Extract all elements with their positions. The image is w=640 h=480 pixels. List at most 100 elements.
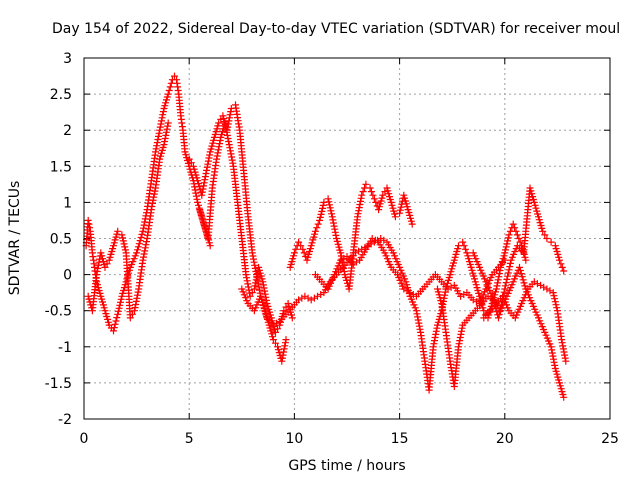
data-point-interp — [119, 234, 127, 242]
data-point — [114, 310, 122, 318]
y-tick-label: 0.5 — [50, 232, 72, 248]
data-point-interp — [504, 272, 512, 280]
data-point-interp — [504, 234, 512, 242]
x-axis-label: GPS time / hours — [288, 458, 405, 474]
data-point — [558, 336, 566, 344]
data-point-interp — [326, 201, 333, 209]
data-point-interp — [258, 295, 266, 303]
data-point — [408, 220, 416, 228]
data-point — [495, 314, 502, 322]
data-point — [324, 195, 332, 203]
data-point-interp — [502, 246, 509, 254]
data-point — [562, 357, 570, 365]
data-point — [171, 72, 178, 80]
data-point-interp — [103, 260, 111, 268]
data-point — [164, 90, 172, 98]
data-point-interp — [520, 279, 528, 287]
data-point-interp — [519, 276, 527, 284]
plot-frame — [83, 57, 611, 420]
data-point-interp — [380, 236, 388, 244]
data-point-interp — [521, 282, 529, 290]
data-points — [82, 72, 570, 401]
data-point-interp — [112, 317, 120, 325]
data-point-interp — [368, 188, 375, 196]
data-point — [539, 227, 547, 235]
data-point-interp — [359, 188, 367, 196]
data-point-interp — [136, 237, 144, 245]
data-point-interp — [113, 314, 121, 322]
data-point — [288, 314, 296, 322]
data-point — [556, 256, 563, 264]
data-point — [269, 336, 277, 344]
data-point-interp — [327, 207, 335, 215]
data-point — [164, 119, 172, 127]
data-point-interp — [85, 220, 93, 228]
data-point — [480, 307, 488, 315]
x-tick-label: 25 — [601, 431, 619, 447]
data-point-interp — [259, 298, 266, 306]
data-point — [522, 256, 530, 264]
data-point — [311, 227, 319, 235]
data-point — [513, 231, 521, 239]
data-point-interp — [297, 242, 305, 250]
data-point — [316, 216, 324, 224]
data-point — [379, 191, 387, 199]
data-point-interp — [328, 210, 336, 218]
data-point-interp — [502, 243, 510, 251]
data-point — [206, 242, 214, 250]
x-tick-label: 15 — [391, 431, 409, 447]
chart-title: Day 154 of 2022, Sidereal Day-to-day VTE… — [52, 21, 620, 37]
data-point-interp — [304, 294, 312, 302]
data-point — [280, 307, 288, 315]
data-point-interp — [119, 237, 127, 245]
data-point-interp — [115, 304, 123, 312]
data-point-interp — [512, 227, 520, 235]
data-point-interp — [506, 263, 514, 271]
data-point — [501, 285, 509, 293]
data-point — [110, 327, 117, 335]
data-point-interp — [292, 245, 300, 253]
data-point — [549, 289, 557, 297]
data-point-interp — [110, 324, 118, 332]
data-point-interp — [317, 210, 325, 218]
data-point-interp — [462, 245, 469, 253]
y-tick-label: 2.5 — [50, 87, 72, 103]
data-point-interp — [517, 270, 525, 278]
data-point — [246, 292, 254, 300]
data-point — [560, 267, 568, 275]
data-point — [547, 238, 555, 246]
data-point-interp — [135, 240, 143, 248]
axis-ticks: -2 -1.5 -1 -0.5 0 0.5 1 1.5 2 2.5 3 0 5 10 15 20 25 — [45, 51, 619, 447]
data-point-interp — [134, 243, 142, 251]
data-point-interp — [503, 275, 511, 283]
data-point-interp — [541, 231, 549, 239]
data-point — [358, 191, 366, 199]
data-point-interp — [310, 294, 318, 302]
y-tick-label: -0.5 — [45, 304, 72, 320]
data-point-interp — [316, 213, 324, 221]
data-point — [301, 292, 309, 300]
data-point-interp — [318, 207, 326, 215]
data-point-interp — [93, 268, 101, 275]
data-point-interp — [114, 307, 122, 315]
data-point — [547, 343, 555, 351]
data-point-interp — [319, 201, 327, 209]
data-point — [501, 249, 509, 257]
data-point — [543, 285, 551, 293]
data-point — [362, 180, 370, 188]
data-point — [370, 195, 378, 203]
data-point-interp — [553, 304, 561, 312]
data-point-interp — [128, 310, 136, 318]
y-tick-label: 3 — [63, 51, 72, 67]
data-point — [114, 227, 122, 235]
data-point-interp — [313, 224, 321, 232]
data-point-interp — [546, 287, 554, 295]
data-point-interp — [516, 238, 524, 246]
data-point — [282, 336, 290, 344]
data-point — [133, 249, 141, 257]
data-point-interp — [121, 246, 129, 254]
data-point-interp — [165, 87, 173, 94]
data-point-interp — [137, 234, 145, 241]
y-tick-label: 1 — [63, 195, 72, 211]
